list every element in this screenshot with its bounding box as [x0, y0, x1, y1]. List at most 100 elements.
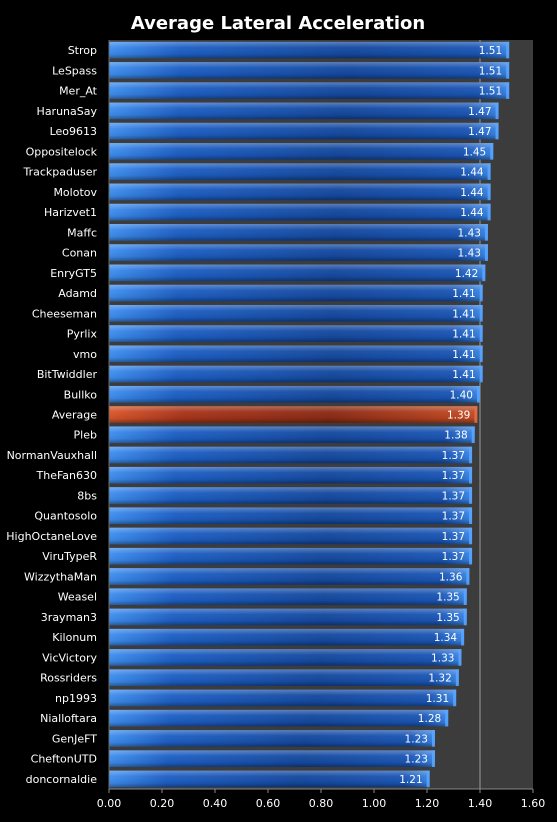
value-label: 1.21 — [399, 774, 422, 786]
x-tick-label: 1.20 — [415, 797, 440, 810]
bar-edge — [484, 224, 488, 241]
category-label: Harizvet1 — [44, 206, 97, 219]
value-label: 1.23 — [405, 754, 428, 766]
bar-shading — [109, 62, 510, 79]
category-label: ViruTypeR — [42, 550, 97, 563]
category-label: Rossriders — [40, 672, 97, 685]
bar-edge — [466, 568, 470, 585]
category-label: Weasel — [58, 591, 97, 604]
bar-shading — [109, 527, 473, 545]
category-label: 8bs — [77, 489, 97, 502]
bar-shading — [109, 264, 486, 282]
category-label: 3rayman3 — [41, 611, 97, 624]
value-label: 1.47 — [468, 126, 491, 138]
bar-shading — [109, 345, 483, 363]
value-label: 1.37 — [442, 551, 465, 563]
category-label: HarunaSay — [37, 105, 98, 118]
value-label: 1.35 — [436, 592, 459, 604]
category-label: BitTwiddler — [37, 368, 98, 381]
x-tick-label: 1.40 — [468, 797, 493, 810]
bar-shading — [109, 284, 483, 302]
category-label: Kilonum — [52, 631, 97, 644]
bar-edge — [463, 588, 467, 605]
bar-edge — [479, 325, 483, 342]
bar-shading — [109, 608, 467, 626]
category-label: VicVictory — [42, 651, 97, 664]
bar-edge — [469, 527, 473, 545]
bar-shading — [109, 628, 465, 646]
bar-edge — [506, 82, 510, 99]
category-label: Oppositelock — [26, 145, 98, 158]
x-tick-label: 1.60 — [521, 797, 546, 810]
category-label: CheftonUTD — [31, 753, 97, 766]
bar-edge — [455, 669, 459, 686]
value-label: 1.43 — [458, 227, 481, 239]
bar-edge — [479, 284, 483, 302]
value-label: 1.44 — [460, 187, 484, 199]
value-label: 1.51 — [479, 45, 502, 57]
category-label: Bullko — [64, 388, 98, 401]
value-label: 1.41 — [452, 369, 475, 381]
bar-edge — [426, 770, 430, 788]
bar-shading — [109, 406, 478, 423]
bar-shading — [109, 750, 435, 767]
category-label: GenJeFT — [52, 732, 97, 745]
bar-shading — [109, 466, 473, 484]
value-label: 1.34 — [434, 632, 458, 644]
bar-edge — [490, 143, 494, 160]
bar-shading — [109, 426, 475, 444]
bar-edge — [506, 62, 510, 79]
value-label: 1.51 — [479, 65, 502, 77]
category-label: Trackpaduser — [23, 166, 98, 179]
bar-shading — [109, 304, 483, 322]
bar-edge — [484, 244, 488, 261]
category-label: EnryGT5 — [50, 267, 97, 280]
bar-edge — [482, 264, 486, 282]
bar-edge — [458, 649, 462, 666]
value-label: 1.36 — [439, 571, 463, 583]
bar-shading — [109, 446, 473, 464]
bar-shading — [109, 730, 435, 747]
category-label: doncornaldie — [26, 773, 98, 786]
category-label: Molotov — [53, 186, 97, 199]
bar-edge — [474, 406, 478, 423]
bar-shading — [109, 244, 488, 261]
bar-shading — [109, 568, 470, 585]
category-label: Pyrlix — [67, 328, 98, 341]
value-label: 1.23 — [405, 733, 428, 745]
value-label: 1.31 — [426, 693, 449, 705]
value-label: 1.51 — [479, 86, 502, 98]
category-label: Average — [52, 409, 97, 422]
bar-edge — [477, 385, 480, 403]
category-label: WizzythaMan — [24, 570, 97, 583]
value-label: 1.40 — [450, 389, 473, 401]
x-tick-label: 1.00 — [362, 797, 387, 810]
bar-shading — [109, 649, 462, 666]
value-label: 1.28 — [418, 713, 441, 725]
category-label: Conan — [62, 247, 97, 260]
bar-shading — [109, 163, 491, 180]
bar-edge — [431, 730, 435, 747]
bar-edge — [469, 466, 473, 484]
value-label: 1.41 — [452, 288, 475, 300]
chart-title: Average Lateral Acceleration — [131, 13, 425, 34]
bar-edge — [479, 345, 483, 363]
x-tick-label: 0.20 — [150, 797, 175, 810]
value-label: 1.37 — [442, 531, 465, 543]
x-tick-label: 0.80 — [309, 797, 334, 810]
bar-edge — [461, 628, 465, 646]
bar-edge — [495, 102, 499, 120]
bar-edge — [431, 750, 435, 767]
bar-shading — [109, 385, 480, 403]
bar-edge — [479, 304, 483, 322]
bar-edge — [495, 122, 499, 140]
bar-shading — [109, 365, 483, 383]
value-label: 1.43 — [458, 248, 481, 260]
bar-edge — [471, 426, 475, 444]
category-label: vmo — [73, 348, 97, 361]
bar-shading — [109, 102, 499, 120]
value-label: 1.39 — [447, 410, 470, 422]
category-label: Mer_At — [59, 85, 98, 98]
bar-shading — [109, 507, 473, 525]
bar-shading — [109, 689, 457, 707]
